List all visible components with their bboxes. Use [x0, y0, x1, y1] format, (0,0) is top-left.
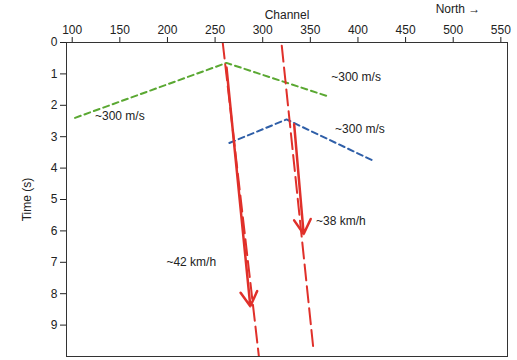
svg-text:2: 2: [51, 98, 58, 112]
svg-text:Time (s): Time (s): [20, 178, 34, 222]
svg-text:6: 6: [51, 224, 58, 238]
svg-text:0: 0: [51, 35, 58, 49]
svg-text:300: 300: [253, 23, 273, 37]
svg-text:450: 450: [396, 23, 416, 37]
svg-text:400: 400: [348, 23, 368, 37]
svg-text:Channel: Channel: [265, 8, 310, 22]
svg-text:150: 150: [110, 23, 130, 37]
svg-text:8: 8: [51, 287, 58, 301]
svg-text:3: 3: [51, 130, 58, 144]
svg-text:~300 m/s: ~300 m/s: [95, 109, 145, 123]
svg-text:~300 m/s: ~300 m/s: [331, 70, 381, 84]
svg-text:~38 km/h: ~38 km/h: [316, 214, 366, 228]
svg-text:1: 1: [51, 67, 58, 81]
svg-text:500: 500: [443, 23, 463, 37]
svg-text:250: 250: [205, 23, 225, 37]
svg-text:9: 9: [51, 318, 58, 332]
svg-text:200: 200: [157, 23, 177, 37]
svg-text:4: 4: [51, 161, 58, 175]
svg-text:100: 100: [62, 23, 82, 37]
svg-text:~300 m/s: ~300 m/s: [335, 122, 385, 136]
svg-text:350: 350: [300, 23, 320, 37]
svg-text:North →: North →: [436, 2, 481, 16]
svg-text:7: 7: [51, 255, 58, 269]
svg-text:550: 550: [491, 23, 511, 37]
svg-text:~42 km/h: ~42 km/h: [166, 255, 216, 269]
svg-text:5: 5: [51, 192, 58, 206]
